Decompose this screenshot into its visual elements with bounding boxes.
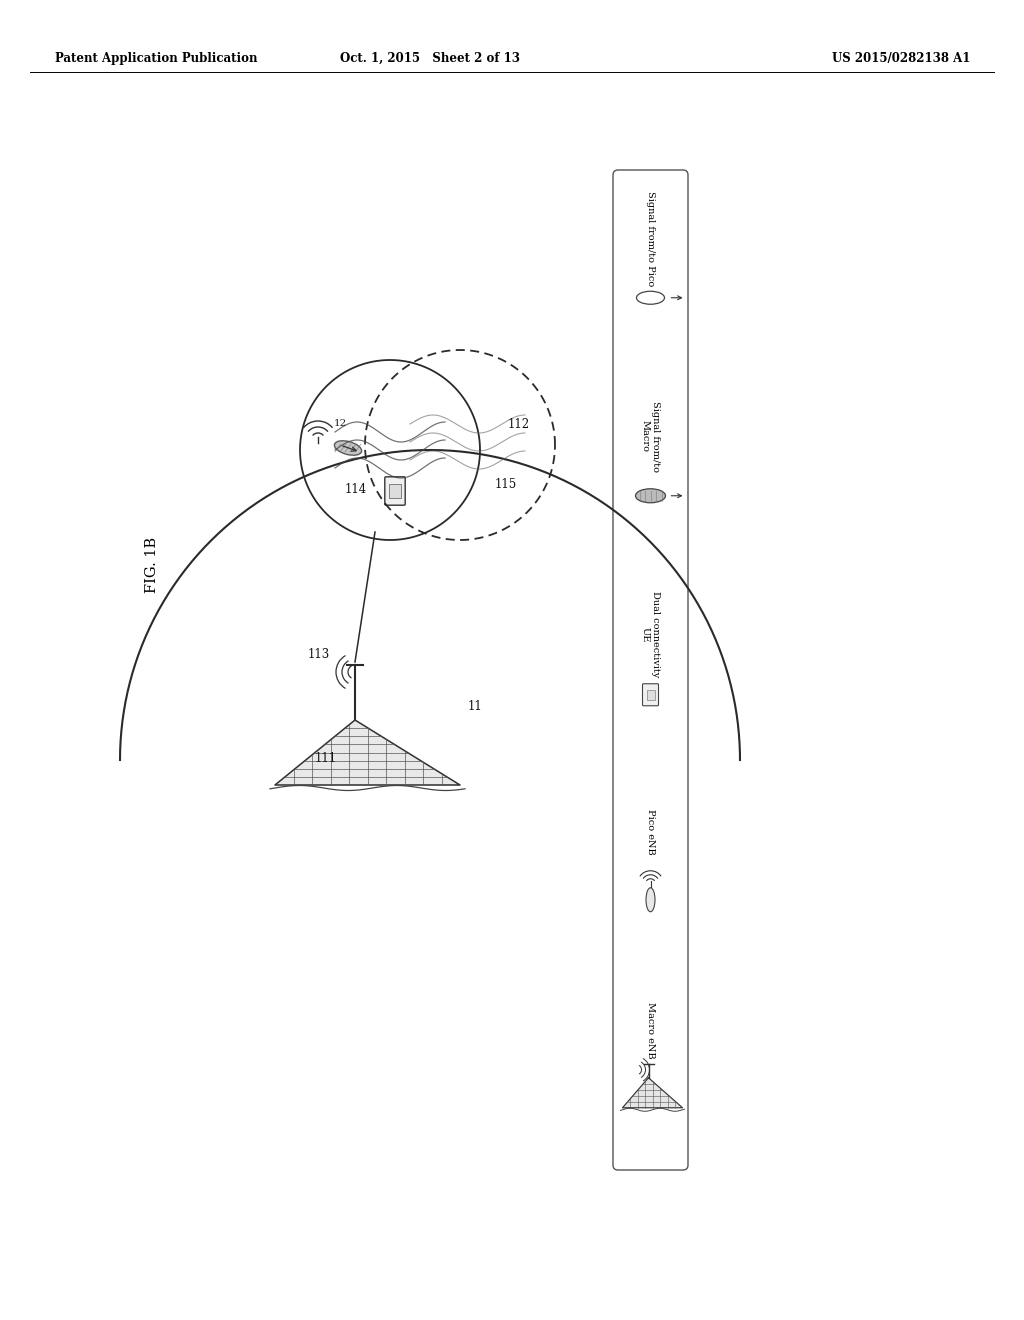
Text: 112: 112 xyxy=(508,418,530,432)
Ellipse shape xyxy=(646,888,655,912)
Ellipse shape xyxy=(335,441,361,455)
FancyBboxPatch shape xyxy=(613,170,688,1170)
Text: Patent Application Publication: Patent Application Publication xyxy=(55,51,257,65)
Text: Signal from/to Pico: Signal from/to Pico xyxy=(646,190,655,286)
Text: 113: 113 xyxy=(308,648,331,661)
Bar xyxy=(646,690,654,700)
Polygon shape xyxy=(623,1077,683,1107)
Text: 111: 111 xyxy=(315,752,337,766)
Text: Oct. 1, 2015   Sheet 2 of 13: Oct. 1, 2015 Sheet 2 of 13 xyxy=(340,51,520,65)
FancyBboxPatch shape xyxy=(385,477,406,506)
Ellipse shape xyxy=(636,488,666,503)
Text: 11: 11 xyxy=(468,700,482,713)
Text: 114: 114 xyxy=(345,483,368,496)
Text: Macro eNB: Macro eNB xyxy=(646,1002,655,1059)
Text: Pico eNB: Pico eNB xyxy=(646,809,655,855)
Text: FIG. 1B: FIG. 1B xyxy=(145,537,159,593)
Bar xyxy=(389,484,401,498)
Text: Dual connectivity
UE: Dual connectivity UE xyxy=(641,591,660,677)
Text: Signal from/to
Macro: Signal from/to Macro xyxy=(641,401,660,471)
FancyBboxPatch shape xyxy=(642,684,658,706)
Text: 12: 12 xyxy=(334,418,347,428)
Ellipse shape xyxy=(637,292,665,305)
Polygon shape xyxy=(275,719,460,785)
Text: 115: 115 xyxy=(495,478,517,491)
Text: US 2015/0282138 A1: US 2015/0282138 A1 xyxy=(831,51,970,65)
